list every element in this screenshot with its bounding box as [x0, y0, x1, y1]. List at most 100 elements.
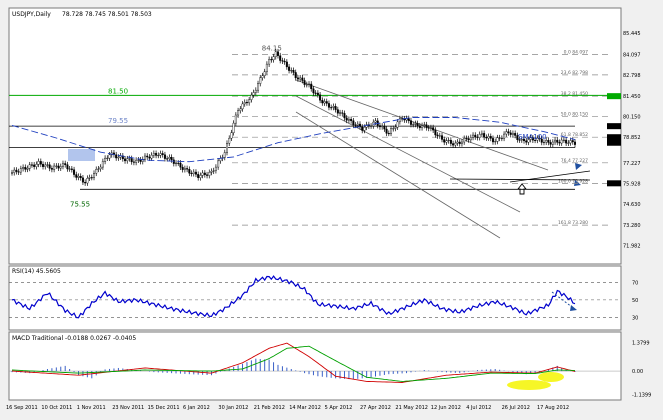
price-candle-body [571, 140, 574, 143]
price-candle-body [489, 136, 492, 139]
price-candle-body [33, 164, 36, 167]
price-candle-body [245, 102, 248, 104]
price-candle-body [39, 161, 42, 165]
price-candle-body [77, 176, 80, 178]
price-candle-body [292, 70, 295, 73]
price-candle-body [332, 106, 335, 108]
price-candle-body [487, 136, 490, 139]
price-candle-body [130, 158, 133, 163]
price-candle-body [28, 164, 31, 169]
price-candle-body [10, 172, 13, 174]
price-candle-body [330, 107, 333, 109]
price-candle-body [194, 171, 197, 175]
price-candle-body [223, 152, 226, 158]
price-tick-label: 73.280 [623, 223, 641, 229]
price-candle-body [206, 174, 209, 176]
price-candle-body [452, 143, 455, 146]
price-candle-body [301, 77, 304, 81]
price-candle-body [432, 127, 435, 131]
price-candle-body [520, 139, 523, 141]
price-panel [8, 7, 622, 265]
price-candle-body [303, 80, 306, 85]
fib-level-label: 161.8 73.280 [558, 220, 588, 226]
price-candle-body [86, 178, 89, 184]
price-candle-body [361, 126, 364, 131]
price-candle-body [363, 127, 366, 131]
price-candle-body [161, 153, 164, 155]
price-candle-body [179, 162, 182, 168]
price-candle-body [214, 166, 217, 171]
price-candle-body [485, 137, 488, 139]
price-candle-body [436, 134, 439, 137]
price-candle-body [545, 140, 548, 143]
price-candle-body [414, 123, 417, 125]
price-tag [607, 134, 621, 141]
price-candle-body [556, 139, 559, 143]
price-candle-body [19, 168, 22, 173]
price-candle-body [383, 125, 386, 130]
price-candle-body [308, 83, 311, 85]
price-candle-body [168, 157, 171, 159]
price-candle-body [321, 100, 324, 104]
price-candle-body [104, 157, 107, 162]
price-candle-body [75, 174, 78, 178]
price-candle-body [106, 157, 109, 159]
price-candle-body [265, 63, 268, 72]
chart-marks: 85.445 84.097 82.798 81.450 80.150 78.852 77.2… [6, 31, 651, 411]
price-candle-body [241, 103, 244, 110]
price-tick-label: 74.630 [623, 202, 641, 208]
price-candle-body [394, 126, 397, 129]
price-candle-body [458, 141, 461, 144]
price-candle-body [296, 77, 299, 80]
price-candle-body [343, 113, 346, 119]
price-candle-body [554, 139, 557, 143]
price-candle-body [290, 70, 293, 72]
x-tick-label: 6 Jan 2012 [183, 405, 210, 411]
price-candle-body [503, 133, 506, 139]
price-candle-body [68, 168, 71, 170]
price-candle-body [407, 118, 410, 121]
price-tick-label: 81.450 [623, 94, 641, 100]
price-candle-body [226, 143, 229, 153]
price-candle-body [350, 119, 353, 121]
level-label-7955: 79.55 [108, 117, 128, 125]
price-candle-body [181, 166, 184, 170]
price-candle-body [472, 134, 475, 138]
price-candle-body [531, 137, 534, 141]
price-candle-body [70, 168, 73, 170]
price-candle-body [538, 137, 541, 140]
x-tick-label: 5 Apr 2012 [325, 405, 353, 411]
price-candle-body [90, 177, 93, 179]
price-candle-body [425, 124, 428, 128]
x-tick-label: 1 Nov 2011 [77, 405, 106, 411]
price-candle-body [569, 140, 572, 144]
price-candle-body [285, 61, 288, 68]
price-candle-body [449, 139, 452, 144]
price-candle-body [454, 142, 457, 146]
price-candle-body [480, 133, 483, 135]
price-candle-body [509, 132, 512, 135]
x-tick-label: 14 Mar 2012 [289, 405, 321, 411]
price-candle-body [494, 141, 497, 143]
price-candle-body [108, 154, 111, 159]
price-candle-body [15, 169, 18, 172]
price-candle-body [527, 139, 530, 143]
price-candle-body [385, 128, 388, 134]
price-candle-body [498, 137, 501, 139]
price-candle-body [534, 139, 537, 141]
price-candle-body [310, 83, 313, 90]
price-candle-body [279, 55, 282, 61]
macd-tick-label: 1.3799 [632, 340, 650, 346]
price-candle-body [567, 142, 570, 144]
price-candle-body [565, 139, 568, 144]
price-tick-label: 80.150 [623, 115, 641, 121]
x-tick-label: 17 Aug 2012 [537, 405, 569, 411]
price-candle-body [239, 108, 242, 111]
x-tick-label: 30 Jan 2012 [218, 405, 248, 411]
price-candle-body [316, 92, 319, 96]
price-candle-body [30, 164, 33, 166]
price-candle-body [81, 177, 84, 183]
price-candle-body [476, 136, 479, 138]
macd-tick-label: -1.1399 [632, 393, 651, 399]
